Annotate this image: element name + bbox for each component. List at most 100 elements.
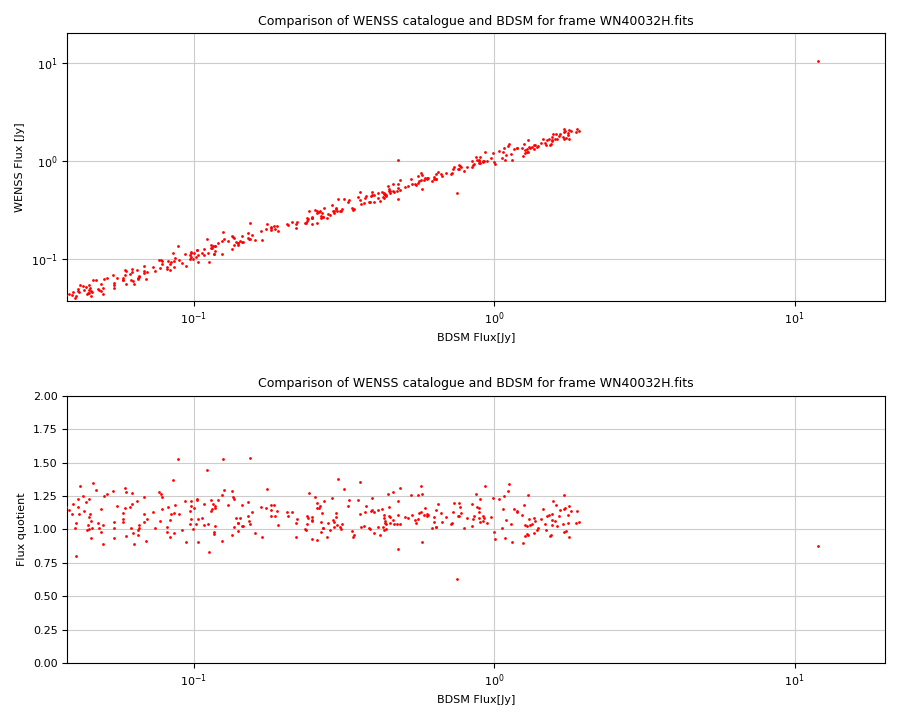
Point [176, 525, 190, 536]
Point [428, 168, 443, 180]
Point [391, 194, 405, 205]
Point [288, 218, 302, 230]
Point [410, 513, 425, 524]
Point [314, 508, 328, 519]
Point [545, 508, 560, 520]
Point [161, 256, 176, 267]
Point [92, 284, 106, 296]
Point [242, 452, 256, 464]
Point [364, 190, 378, 202]
Point [454, 161, 468, 173]
Point [72, 287, 86, 298]
Point [452, 159, 466, 171]
Point [325, 492, 339, 504]
Point [55, 492, 69, 504]
Point [570, 123, 584, 135]
Point [90, 517, 104, 528]
Point [545, 496, 560, 508]
Point [558, 502, 572, 513]
Point [526, 143, 541, 155]
Point [130, 524, 145, 536]
Point [417, 174, 431, 186]
Point [227, 494, 241, 505]
Point [127, 278, 141, 289]
Point [523, 143, 537, 154]
Point [86, 523, 100, 534]
Point [446, 506, 461, 518]
Point [453, 160, 467, 171]
Point [811, 541, 825, 552]
Point [383, 186, 398, 197]
Point [50, 482, 64, 494]
Point [451, 510, 465, 521]
Point [444, 518, 458, 530]
Point [504, 154, 518, 166]
Point [552, 510, 566, 521]
Point [187, 247, 202, 258]
Point [164, 256, 178, 268]
Point [561, 127, 575, 138]
Point [186, 253, 201, 265]
Point [130, 495, 144, 507]
Point [373, 530, 387, 541]
Point [387, 186, 401, 198]
Point [204, 240, 219, 251]
Point [62, 504, 77, 516]
Point [229, 512, 243, 523]
Point [79, 289, 94, 300]
Point [410, 171, 425, 182]
Point [469, 488, 483, 500]
Point [415, 183, 429, 194]
Point [284, 506, 299, 518]
Point [472, 506, 486, 518]
Point [123, 522, 138, 534]
Point [446, 163, 461, 175]
Point [516, 537, 530, 549]
Point [52, 485, 67, 497]
Point [196, 519, 211, 531]
Point [225, 243, 239, 254]
Point [160, 527, 175, 539]
Point [544, 519, 559, 531]
Point [556, 518, 571, 530]
Point [483, 511, 498, 523]
Point [376, 525, 391, 536]
Point [302, 205, 317, 217]
Point [350, 495, 365, 506]
Point [84, 290, 98, 302]
Point [207, 248, 221, 259]
Point [475, 516, 490, 527]
Point [497, 143, 511, 154]
Point [176, 258, 190, 269]
Point [316, 522, 330, 534]
Point [166, 256, 181, 267]
Point [86, 287, 100, 298]
Point [50, 300, 65, 312]
Point [556, 489, 571, 500]
Point [326, 205, 340, 217]
Point [271, 225, 285, 236]
Point [409, 179, 423, 191]
Point [230, 238, 245, 249]
Point [346, 531, 360, 543]
Point [456, 165, 471, 176]
Point [221, 500, 236, 511]
Point [480, 156, 494, 167]
Point [84, 285, 98, 297]
Point [131, 274, 146, 285]
Point [454, 508, 468, 519]
Point [357, 192, 372, 204]
Point [146, 261, 160, 273]
Point [544, 135, 559, 147]
Point [529, 523, 544, 535]
Point [363, 523, 377, 535]
Point [298, 523, 312, 534]
Point [164, 508, 178, 519]
Point [464, 162, 479, 174]
Point [317, 495, 331, 507]
Point [90, 283, 104, 294]
Point [398, 512, 412, 523]
Point [362, 522, 376, 534]
Point [50, 287, 64, 298]
Point [334, 523, 348, 535]
